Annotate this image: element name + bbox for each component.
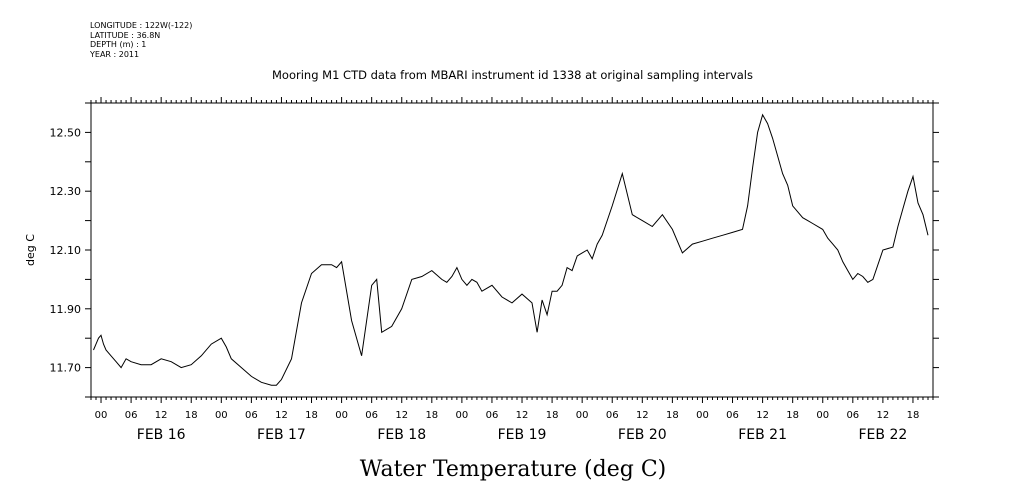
- x-hour-label: 12: [636, 410, 649, 421]
- y-axis-label: deg C: [24, 234, 37, 266]
- x-hour-label: 00: [215, 410, 228, 421]
- x-hour-label: 12: [275, 410, 288, 421]
- plot-frame: [90, 102, 934, 398]
- y-tick-label: 12.10: [50, 244, 82, 257]
- x-axis-label: Water Temperature (deg C): [360, 457, 667, 482]
- ticks-group: [85, 97, 939, 403]
- x-day-label: FEB 19: [498, 427, 547, 443]
- x-day-label: FEB 20: [618, 427, 667, 443]
- x-hour-label: 00: [696, 410, 709, 421]
- x-hour-label: 06: [726, 410, 739, 421]
- labels-group: 11.70 11.90 12.10 12.30 12.50 00 06 12 18 00 06 12 1…: [50, 126, 920, 443]
- x-hour-label: 18: [786, 410, 799, 421]
- year-text: YEAR : 2011: [90, 49, 140, 59]
- x-hour-label: 00: [456, 410, 469, 421]
- axes-group: [90, 102, 934, 398]
- x-hour-label: 06: [486, 410, 499, 421]
- chart-title: Mooring M1 CTD data from MBARI instrumen…: [272, 68, 753, 82]
- x-hour-label: 18: [666, 410, 679, 421]
- x-day-label: FEB 18: [377, 427, 426, 443]
- x-hour-label: 18: [907, 410, 920, 421]
- x-hour-label: 00: [335, 410, 348, 421]
- x-hour-label: 18: [305, 410, 318, 421]
- x-day-label: FEB 21: [738, 427, 787, 443]
- series-group: [93, 113, 929, 386]
- x-day-label: FEB 17: [257, 427, 306, 443]
- longitude-text: LONGITUDE : 122W(-122): [90, 21, 193, 30]
- x-hour-label: 00: [95, 410, 108, 421]
- x-hour-label: 12: [756, 410, 769, 421]
- x-hour-label: 12: [155, 410, 168, 421]
- x-hour-label: 06: [365, 410, 378, 421]
- y-tick-label: 12.30: [50, 185, 82, 198]
- water-temperature-line: [93, 113, 929, 386]
- x-hour-label: 18: [546, 410, 559, 421]
- y-tick-label: 11.70: [50, 362, 82, 375]
- depth-text: DEPTH (m) : 1: [90, 40, 147, 49]
- x-hour-label: 06: [125, 410, 138, 421]
- x-hour-label: 12: [516, 410, 529, 421]
- x-hour-label: 06: [606, 410, 619, 421]
- x-hour-label: 12: [877, 410, 890, 421]
- x-day-label: FEB 22: [858, 427, 907, 443]
- x-hour-label: 18: [425, 410, 438, 421]
- x-day-label: FEB 16: [137, 427, 186, 443]
- x-hour-label: 00: [576, 410, 589, 421]
- x-hour-label: 00: [816, 410, 829, 421]
- x-hour-label: 18: [185, 410, 198, 421]
- x-hour-label: 06: [846, 410, 859, 421]
- y-tick-label: 12.50: [50, 126, 82, 139]
- metadata-block: LONGITUDE : 122W(-122) LATITUDE : 36.8N …: [90, 21, 192, 59]
- y-tick-label: 11.90: [50, 303, 82, 316]
- latitude-text: LATITUDE : 36.8N: [90, 30, 161, 40]
- x-hour-label: 06: [245, 410, 258, 421]
- x-hour-label: 12: [395, 410, 408, 421]
